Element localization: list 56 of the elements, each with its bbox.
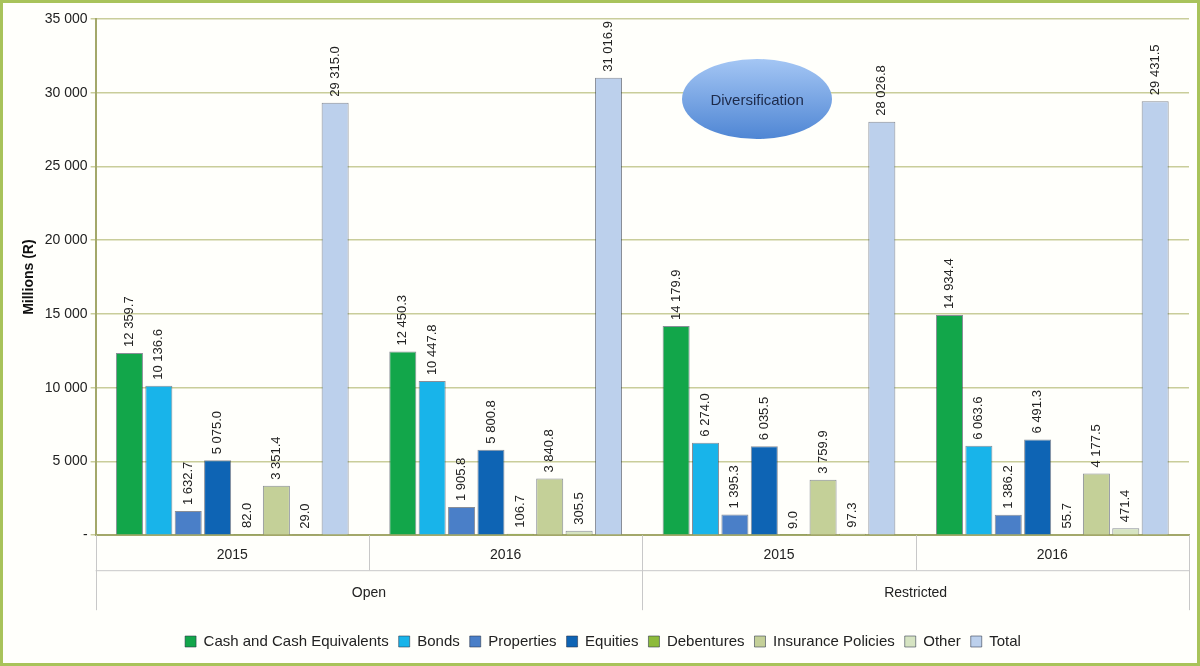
- legend-label: Debentures: [666, 631, 745, 649]
- y-tick-label: 35 000: [44, 9, 88, 26]
- data-label: 12 359.7: [121, 296, 137, 347]
- data-label: 471.4: [1117, 489, 1133, 523]
- data-label: 29 431.5: [1146, 44, 1162, 96]
- data-label: 14 934.4: [941, 258, 957, 309]
- data-label: 5 800.8: [482, 400, 498, 444]
- legend-label: Total: [989, 631, 1021, 649]
- data-label: 6 274.0: [697, 393, 713, 437]
- legend-label: Insurance Policies: [773, 631, 895, 649]
- data-label: 29 315.0: [326, 46, 342, 97]
- legend-label: Bonds: [417, 631, 460, 649]
- data-label: 3 351.4: [267, 436, 283, 480]
- y-tick-label: 15 000: [44, 304, 88, 321]
- data-label: 4 177.5: [1087, 424, 1103, 468]
- x-tick-label: 2015: [216, 546, 249, 563]
- data-label: 14 179.9: [667, 269, 683, 321]
- data-label: 3 759.9: [814, 430, 830, 474]
- data-label: 31 016.9: [600, 21, 616, 72]
- ellipse-shape: Diversification: [682, 59, 833, 139]
- x-tick-label: 2015: [763, 546, 795, 563]
- data-label: 82.0: [238, 502, 254, 528]
- data-label: 29.0: [297, 503, 313, 529]
- legend-label: Properties: [488, 631, 557, 649]
- data-label: 1 905.8: [453, 457, 469, 502]
- data-label: 9.0: [785, 510, 801, 530]
- data-label: 1 395.3: [726, 465, 742, 509]
- y-tick-label: 10 000: [44, 378, 88, 395]
- data-label: 6 063.6: [970, 396, 986, 440]
- legend-label: Cash and Cash Equivalents: [203, 631, 389, 649]
- data-label: 305.5: [570, 492, 586, 525]
- data-label: 1 386.2: [999, 465, 1015, 509]
- y-tick-label: 30 000: [44, 83, 88, 100]
- y-tick-label: -: [82, 526, 88, 543]
- y-tick-label: 5 000: [52, 452, 88, 469]
- y-tick-label: 20 000: [44, 231, 88, 248]
- legend-label: Other: [923, 631, 961, 649]
- legend-label: Equities: [585, 631, 639, 649]
- x-tick-label: 2016: [490, 546, 522, 563]
- data-label: 28 026.8: [873, 65, 889, 116]
- y-axis-title: Millions (R): [20, 239, 37, 315]
- data-label: 10 136.6: [150, 329, 166, 380]
- data-label: 3 840.8: [541, 429, 557, 473]
- data-label: 1 632.7: [179, 461, 195, 506]
- data-label: 10 447.8: [423, 324, 439, 376]
- data-label: 6 491.3: [1029, 390, 1045, 434]
- text: Open: [351, 584, 387, 601]
- text: Restricted: [884, 584, 948, 601]
- y-tick-label: 25 000: [44, 157, 88, 174]
- data-label: 55.7: [1058, 503, 1074, 529]
- data-label: 106.7: [511, 495, 527, 528]
- data-label: 6 035.5: [755, 396, 771, 441]
- data-label: 12 450.3: [394, 294, 410, 346]
- data-label: 5 075.0: [209, 410, 225, 455]
- data-label: 97.3: [844, 502, 860, 528]
- x-tick-label: 2016: [1036, 546, 1069, 563]
